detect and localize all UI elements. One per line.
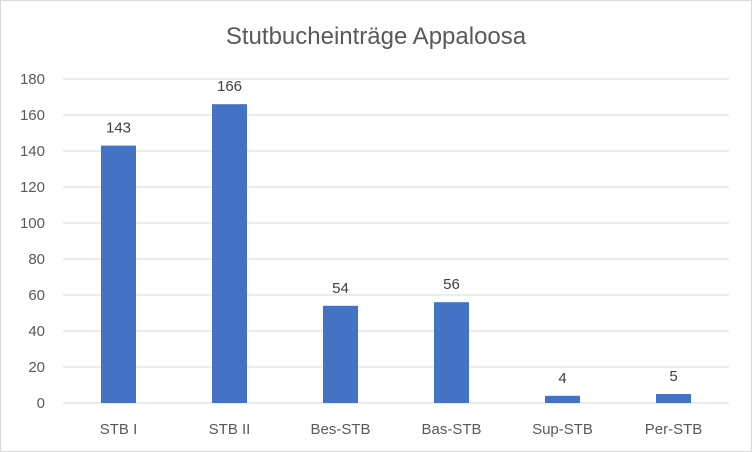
x-tick-label: STB II xyxy=(209,421,251,438)
x-axis-ticks: STB I STB II Bes-STB Bas-STB Sup-STB Per-STB xyxy=(100,421,703,438)
y-tick-label: 0 xyxy=(37,395,45,412)
x-tick-label: Bas-STB xyxy=(421,421,481,438)
bars xyxy=(101,104,691,403)
gridlines xyxy=(63,78,729,404)
y-tick-label: 20 xyxy=(28,359,45,376)
y-tick-label: 80 xyxy=(28,251,45,268)
bar-stb-i xyxy=(101,145,136,403)
x-tick-label: STB I xyxy=(100,421,138,438)
data-label: 54 xyxy=(332,280,349,297)
y-tick-label: 40 xyxy=(28,323,45,340)
x-tick-label: Sup-STB xyxy=(532,421,593,438)
data-label: 56 xyxy=(443,276,460,293)
data-label: 5 xyxy=(669,368,677,385)
x-tick-label: Bes-STB xyxy=(310,421,370,438)
bar-per-stb xyxy=(656,394,691,403)
y-tick-label: 140 xyxy=(20,143,45,160)
chart-title: Stutbucheinträge Appaloosa xyxy=(225,23,527,50)
y-axis-ticks: 0 20 40 60 80 100 120 140 160 180 xyxy=(20,71,45,412)
data-label: 166 xyxy=(217,78,242,95)
bar-bes-stb xyxy=(323,305,358,403)
bar-sup-stb xyxy=(545,395,580,403)
x-tick-label: Per-STB xyxy=(645,421,703,438)
y-tick-label: 160 xyxy=(20,107,45,124)
bar-bas-stb xyxy=(434,302,469,403)
y-tick-label: 180 xyxy=(20,71,45,88)
bar-stb-ii xyxy=(212,104,247,403)
data-labels: 143 166 54 56 4 5 xyxy=(106,78,678,387)
y-tick-label: 100 xyxy=(20,215,45,232)
y-tick-label: 60 xyxy=(28,287,45,304)
data-label: 4 xyxy=(558,370,566,387)
data-label: 143 xyxy=(106,120,131,137)
y-tick-label: 120 xyxy=(20,179,45,196)
